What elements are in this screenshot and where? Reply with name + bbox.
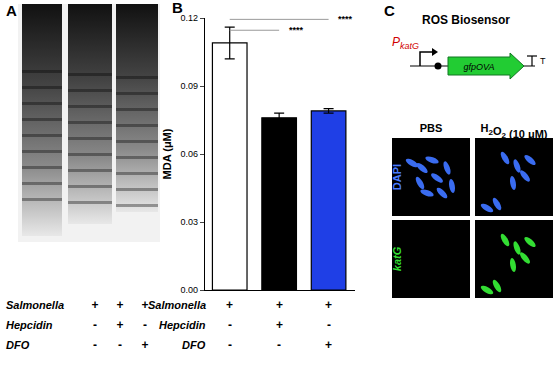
svg-text:-: - (118, 338, 122, 352)
svg-text:-: - (228, 338, 232, 352)
svg-text:+: + (141, 298, 148, 312)
svg-text:Salmonella: Salmonella (148, 299, 206, 311)
svg-text:****: **** (289, 25, 304, 35)
svg-text:B: B (172, 0, 183, 16)
svg-text:0.12: 0.12 (180, 13, 198, 23)
svg-text:+: + (325, 298, 332, 312)
svg-text:DFO: DFO (182, 339, 206, 351)
svg-text:0.03: 0.03 (180, 217, 198, 227)
svg-text:-: - (228, 318, 232, 332)
svg-text:gfpOVA: gfpOVA (463, 62, 494, 72)
svg-text:+: + (325, 338, 332, 352)
svg-text:T: T (540, 56, 546, 66)
svg-text:0.06: 0.06 (180, 149, 198, 159)
svg-text:-: - (327, 318, 331, 332)
svg-text:-: - (93, 318, 97, 332)
svg-text:H2O2 (10 μM): H2O2 (10 μM) (481, 122, 548, 140)
svg-text:+: + (276, 318, 283, 332)
svg-text:A: A (6, 2, 17, 19)
svg-text:ROS Biosensor: ROS Biosensor (422, 13, 510, 27)
svg-text:DFO: DFO (6, 339, 30, 351)
svg-text:C: C (384, 2, 395, 19)
svg-text:0.09: 0.09 (180, 81, 198, 91)
svg-text:+: + (141, 338, 148, 352)
svg-text:+: + (276, 298, 283, 312)
svg-text:Hepcidin: Hepcidin (6, 319, 53, 331)
svg-text:-: - (277, 338, 281, 352)
svg-text:DAPI: DAPI (391, 164, 403, 190)
svg-text:-: - (93, 338, 97, 352)
svg-text:+: + (116, 318, 123, 332)
svg-text:MDA (μM): MDA (μM) (161, 128, 173, 179)
svg-text:+: + (116, 298, 123, 312)
svg-text:-: - (143, 318, 147, 332)
svg-text:+: + (91, 298, 98, 312)
svg-text:Hepcidin: Hepcidin (159, 319, 206, 331)
svg-text:0.00: 0.00 (180, 285, 198, 295)
svg-text:Salmonella: Salmonella (6, 299, 64, 311)
svg-text:katG: katG (391, 246, 403, 271)
svg-text:PBS: PBS (420, 122, 443, 134)
svg-text:+: + (226, 298, 233, 312)
svg-text:PkatG: PkatG (392, 35, 419, 51)
svg-text:****: **** (338, 14, 353, 24)
